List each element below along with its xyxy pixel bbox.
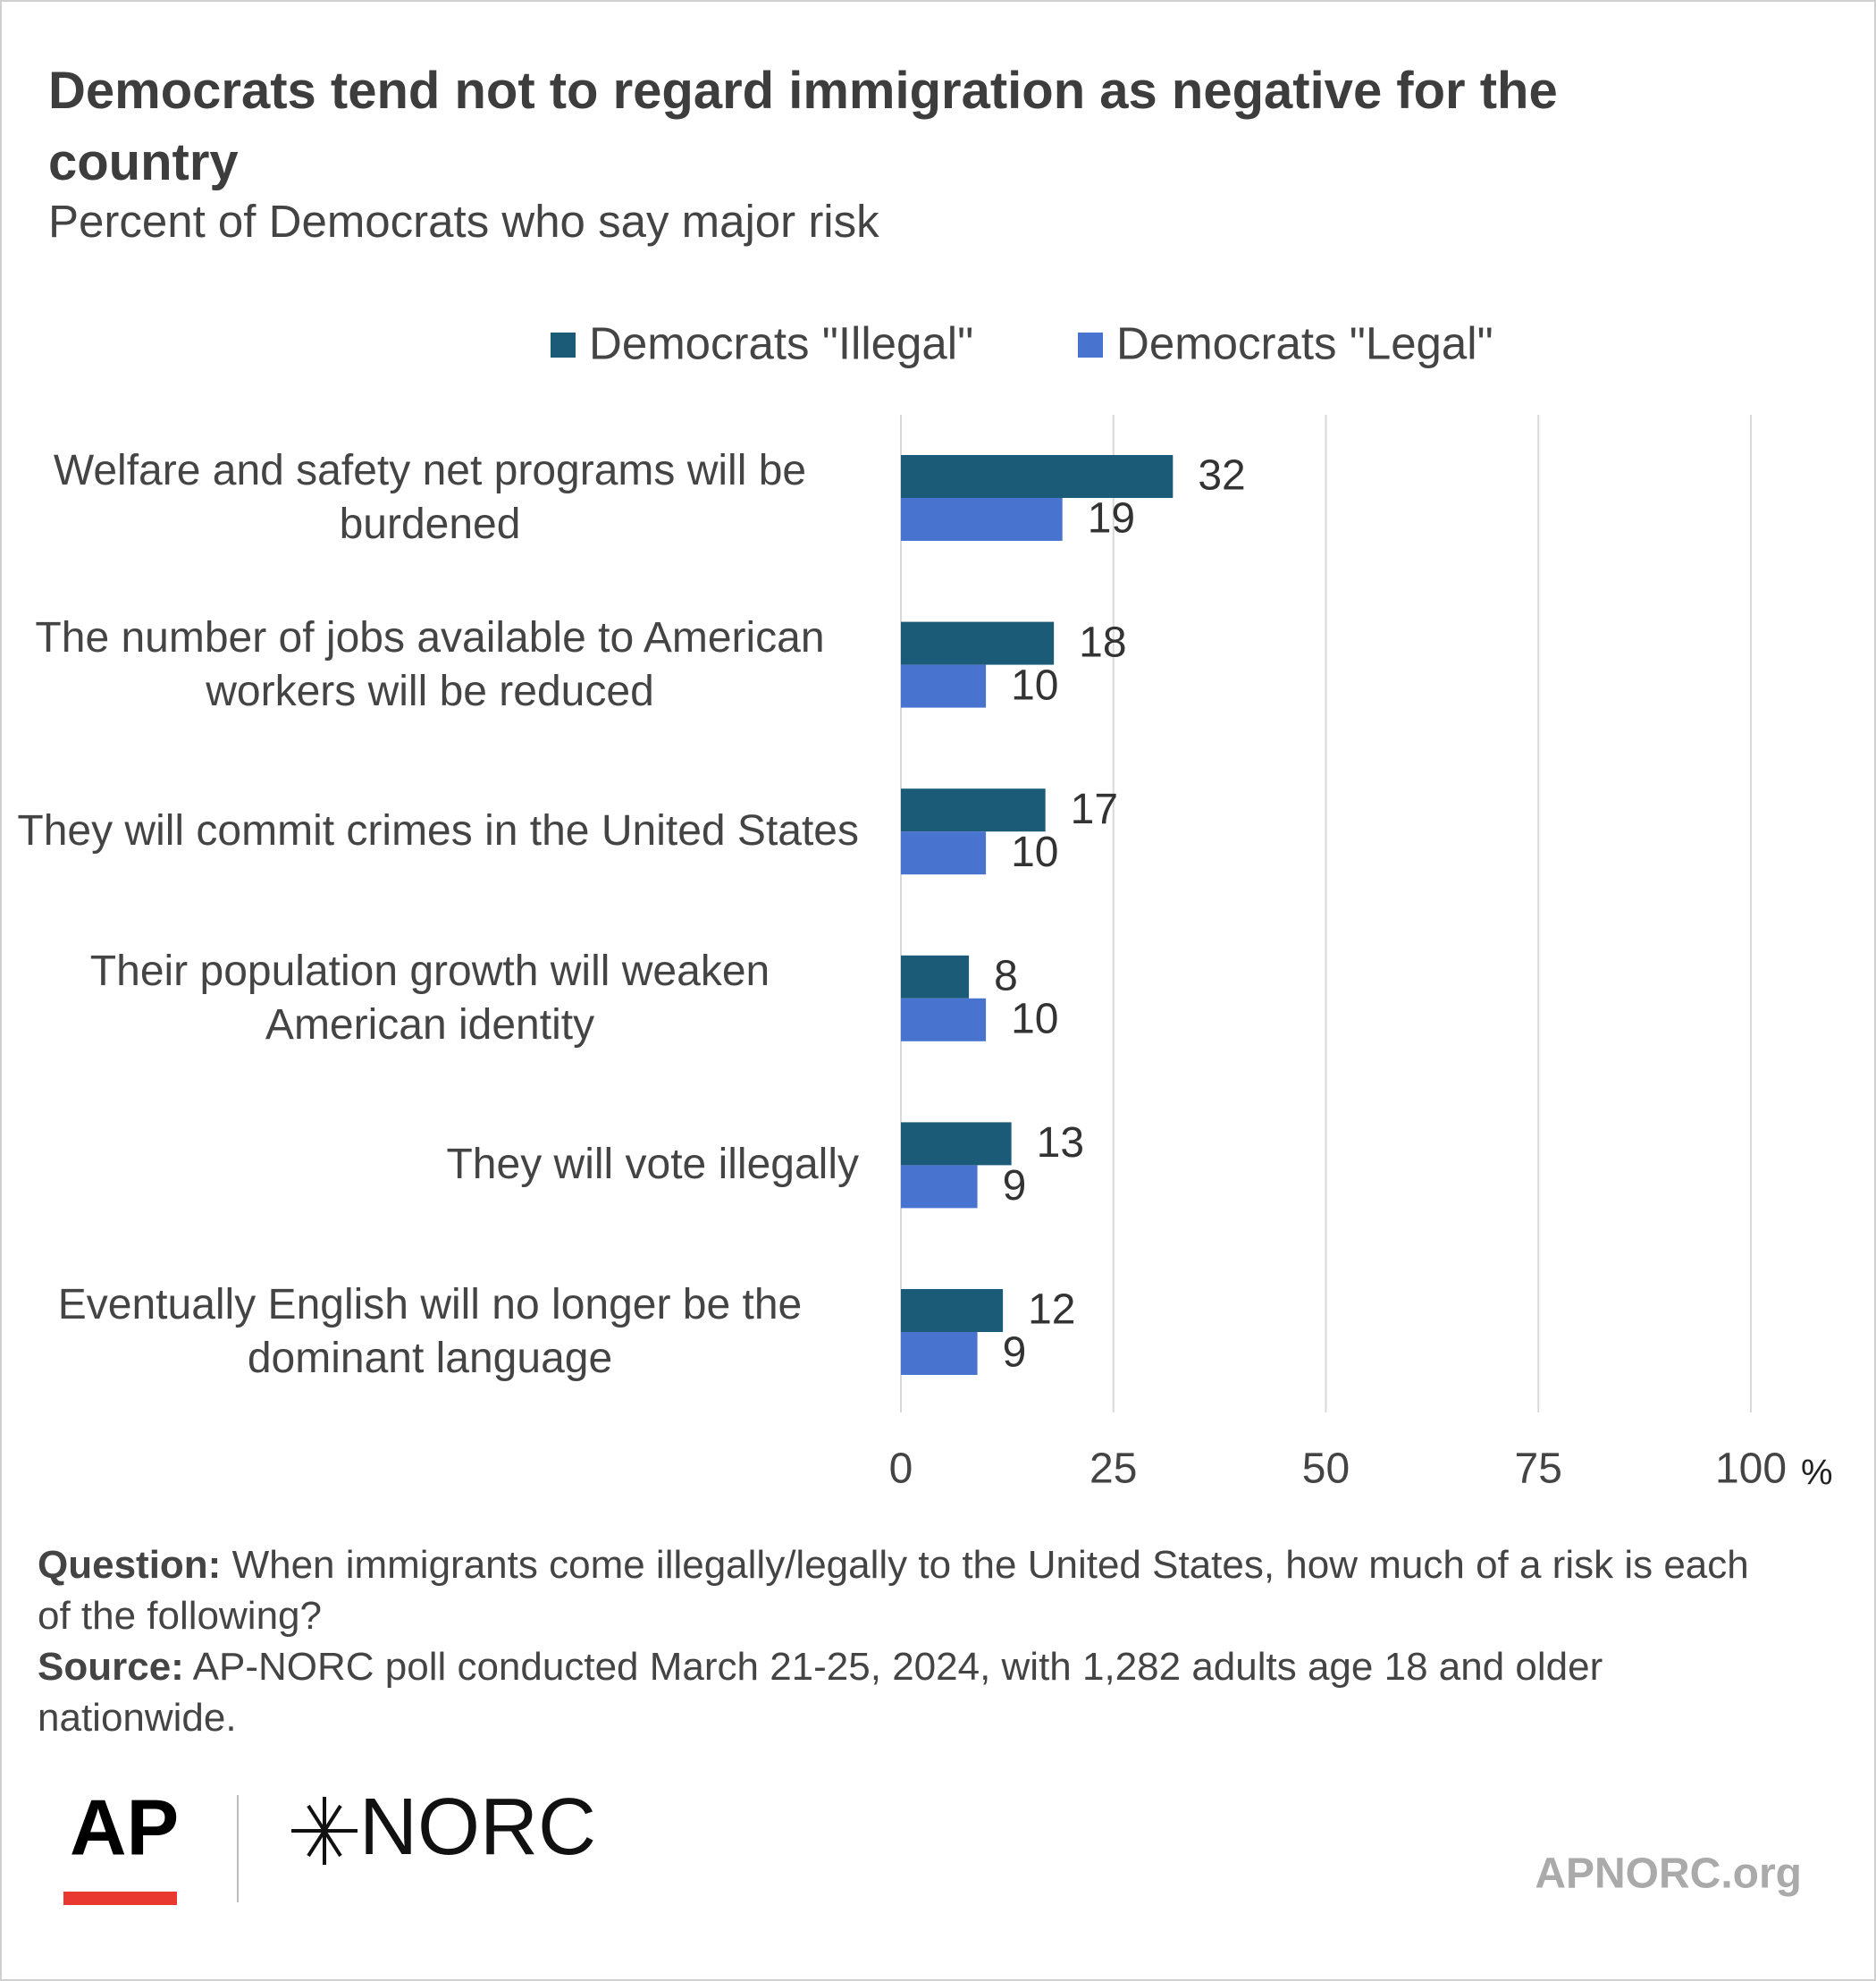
category-label: They will commit crimes in the United St… — [17, 807, 859, 856]
norc-logo: NORC — [359, 1783, 596, 1872]
bar — [901, 1289, 1004, 1332]
category-label: Their population growth will weaken Amer… — [89, 947, 770, 1049]
chart-subtitle: Percent of Democrats who say major risk — [48, 196, 879, 247]
question-text: When immigrants come illegally/legally t… — [38, 1543, 1749, 1638]
bar — [901, 498, 1063, 541]
category-label-box: They will commit crimes in the United St… — [1, 805, 859, 858]
legend-swatch — [551, 333, 576, 358]
category-label-box: Welfare and safety net programs will be … — [1, 444, 859, 552]
value-label: 13 — [1037, 1119, 1084, 1167]
value-label: 18 — [1079, 619, 1126, 666]
x-tick-label: 25 — [1089, 1446, 1137, 1493]
ap-underline — [63, 1892, 177, 1905]
question-label: Question: — [38, 1543, 222, 1587]
x-tick-label: 0 — [889, 1446, 913, 1493]
x-tick-label: 100 — [1715, 1446, 1787, 1493]
value-label: 19 — [1088, 495, 1135, 543]
value-label: 10 — [1011, 995, 1058, 1042]
bar — [901, 998, 987, 1041]
site-label: APNORC.org — [1535, 1850, 1802, 1898]
x-tick-label: 75 — [1515, 1446, 1562, 1493]
source-label: Source: — [38, 1645, 184, 1689]
value-label: 8 — [994, 952, 1018, 999]
bar — [901, 1332, 978, 1375]
category-label-box: They will vote illegally — [1, 1138, 859, 1192]
value-label: 9 — [1003, 1329, 1027, 1377]
value-label: 12 — [1028, 1286, 1075, 1334]
value-label: 9 — [1003, 1162, 1027, 1210]
value-label: 10 — [1011, 829, 1058, 876]
footer: Question: When immigrants come illegally… — [38, 1539, 1771, 1743]
category-label: The number of jobs available to American… — [35, 613, 825, 715]
value-label: 32 — [1198, 452, 1245, 500]
bar — [901, 831, 987, 875]
value-label: 17 — [1071, 786, 1118, 833]
norc-star — [291, 1797, 358, 1865]
bar — [901, 955, 970, 999]
value-label: 10 — [1011, 662, 1058, 709]
x-unit-label: % — [1801, 1454, 1833, 1493]
source-text: AP-NORC poll conducted March 21-25, 2024… — [38, 1645, 1603, 1740]
bar — [901, 455, 1174, 498]
legend-swatch — [1078, 333, 1103, 358]
x-tick-label: 50 — [1302, 1446, 1350, 1493]
source-note: Source: AP-NORC poll conducted March 21-… — [38, 1641, 1771, 1743]
bar — [901, 664, 987, 708]
category-label-box: The number of jobs available to American… — [1, 611, 859, 719]
bar — [901, 621, 1055, 665]
question-note: Question: When immigrants come illegally… — [38, 1539, 1771, 1641]
bar — [901, 1165, 978, 1209]
bar — [901, 788, 1046, 832]
ap-logo: AP — [70, 1783, 179, 1871]
category-label-box: Their population growth will weaken Amer… — [1, 945, 859, 1052]
legend-label: Democrats "Legal" — [1116, 317, 1493, 368]
category-label: Welfare and safety net programs will be … — [53, 447, 807, 548]
chart-title: Democrats tend not to regard immigration… — [48, 62, 1558, 191]
bar — [901, 1122, 1012, 1166]
category-label: They will vote illegally — [446, 1141, 859, 1189]
category-label: Eventually English will no longer be the… — [57, 1281, 803, 1382]
category-label-box: Eventually English will no longer be the… — [1, 1278, 859, 1386]
legend-label: Democrats "Illegal" — [589, 317, 973, 368]
